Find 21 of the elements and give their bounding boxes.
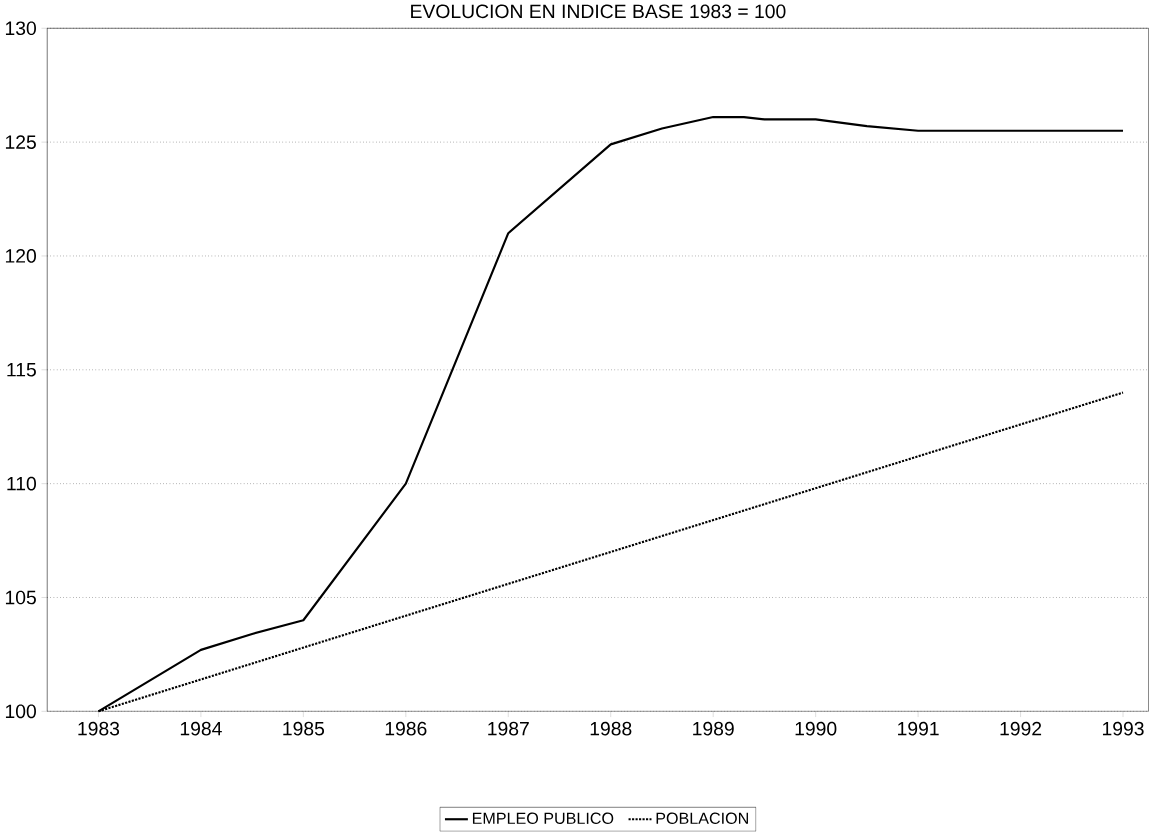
x-tick-label: 1991 (898, 722, 939, 736)
y-tick-label: 110 (7, 477, 36, 491)
legend-label: POBLACION (656, 812, 748, 825)
x-tick-label: 1990 (795, 722, 837, 736)
x-tick-label: 1988 (590, 722, 632, 736)
x-tick-label: 1983 (78, 722, 120, 736)
y-tick-label: 120 (5, 249, 36, 264)
y-tick-label: 115 (7, 363, 36, 377)
y-tick-label: 105 (5, 590, 36, 605)
x-tick-label: 1985 (283, 722, 325, 736)
x-tick-label: 1986 (385, 722, 427, 736)
legend-label: EMPLEO PUBLICO (472, 812, 614, 825)
x-tick-label: 1993 (1102, 722, 1144, 736)
y-tick-label: 100 (5, 704, 36, 719)
x-tick-label: 1984 (180, 722, 222, 736)
chart-title: EVOLUCION EN INDICE BASE 1983 = 100 (411, 4, 786, 19)
y-tick-label: 125 (5, 135, 36, 150)
x-tick-label: 1992 (1000, 722, 1042, 736)
x-tick-label: 1989 (693, 722, 734, 736)
y-tick-label: 130 (5, 21, 36, 36)
x-tick-label: 1987 (488, 722, 529, 736)
